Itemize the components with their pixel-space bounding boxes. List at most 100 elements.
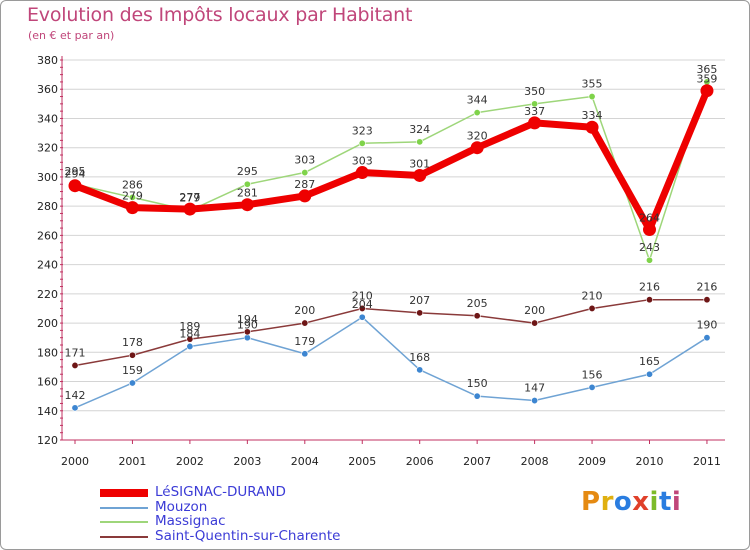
data-point-1-9 [588, 383, 596, 391]
x-tick-label-2006: 2006 [406, 455, 434, 468]
data-point-2-4 [301, 169, 309, 177]
data-label-0-3: 281 [237, 187, 258, 200]
data-label-0-11: 359 [696, 73, 717, 86]
data-point-0-6 [413, 168, 427, 182]
data-label-3-4: 200 [294, 304, 315, 317]
chart-subtitle: (en € et par an) [28, 29, 115, 42]
data-point-3-8 [531, 319, 539, 327]
data-point-0-3 [240, 198, 254, 212]
chart-title: Evolution des Impôts locaux par Habitant [27, 4, 413, 26]
y-tick-label-300: 300 [37, 171, 58, 184]
data-label-3-8: 200 [524, 304, 545, 317]
data-label-2-6: 324 [409, 123, 430, 136]
data-label-2-9: 355 [582, 78, 603, 91]
data-label-3-2: 189 [179, 320, 200, 333]
data-label-2-0: 295 [65, 165, 86, 178]
legend-label: Mouzon [155, 498, 208, 515]
x-tick-label-2010: 2010 [636, 455, 664, 468]
data-label-3-3: 194 [237, 313, 258, 326]
x-tick-label-2011: 2011 [693, 455, 721, 468]
legend-swatch [100, 535, 148, 538]
data-point-0-1 [125, 201, 139, 215]
plot-area [62, 56, 725, 440]
data-point-1-6 [416, 366, 424, 374]
y-tick-label-140: 140 [37, 405, 58, 418]
data-point-3-10 [645, 296, 653, 304]
legend-label: LéSIGNAC-DURAND [155, 484, 286, 500]
data-label-2-8: 350 [524, 85, 545, 98]
y-tick-label-380: 380 [37, 54, 58, 67]
data-label-1-5: 204 [352, 298, 373, 311]
y-tick-label-160: 160 [37, 376, 58, 389]
data-point-3-0 [71, 361, 79, 369]
data-point-1-0 [71, 404, 79, 412]
y-tick-label-200: 200 [37, 317, 58, 330]
data-point-2-8 [531, 100, 539, 108]
data-label-2-4: 303 [294, 154, 315, 167]
data-label-2-7: 344 [467, 94, 488, 107]
data-point-3-9 [588, 304, 596, 312]
data-point-0-5 [355, 166, 369, 180]
legend-swatch [100, 489, 148, 498]
data-point-0-11 [700, 84, 714, 98]
proxiti-logo: Proxiti [581, 487, 682, 517]
data-point-3-1 [128, 351, 136, 359]
data-point-2-6 [416, 138, 424, 146]
data-point-3-7 [473, 312, 481, 320]
data-label-1-3: 190 [237, 319, 258, 332]
data-label-1-0: 142 [65, 389, 86, 402]
x-tick-label-2000: 2000 [61, 455, 89, 468]
data-label-3-0: 171 [65, 346, 86, 359]
y-tick-label-180: 180 [37, 346, 58, 359]
data-label-1-7: 150 [467, 377, 488, 390]
y-tick-label-240: 240 [37, 259, 58, 272]
data-label-3-9: 210 [582, 289, 603, 302]
y-tick-label-120: 120 [37, 434, 58, 447]
series-line-1 [74, 316, 708, 409]
data-point-2-1 [128, 193, 136, 201]
x-tick-label-2009: 2009 [578, 455, 606, 468]
data-label-3-10: 216 [639, 281, 660, 294]
data-point-3-3 [243, 328, 251, 336]
data-point-2-10 [645, 256, 653, 264]
data-point-3-6 [416, 309, 424, 317]
data-label-1-6: 168 [409, 351, 430, 364]
data-point-1-4 [301, 350, 309, 358]
y-tick-label-260: 260 [37, 229, 58, 242]
data-point-1-1 [128, 379, 136, 387]
data-label-0-8: 337 [524, 105, 545, 118]
data-label-2-10: 243 [639, 241, 660, 254]
data-point-1-11 [703, 334, 711, 342]
data-label-1-2: 184 [179, 327, 200, 340]
data-label-2-5: 323 [352, 124, 373, 137]
y-tick-label-320: 320 [37, 142, 58, 155]
data-label-0-7: 320 [467, 130, 488, 143]
data-label-3-7: 205 [467, 297, 488, 310]
data-label-2-11: 365 [696, 63, 717, 76]
data-point-2-9 [588, 93, 596, 101]
data-label-0-4: 287 [294, 178, 315, 191]
data-label-1-8: 147 [524, 382, 545, 395]
data-point-0-2 [183, 202, 197, 216]
y-tick-label-340: 340 [37, 112, 58, 125]
data-point-1-10 [645, 370, 653, 378]
data-label-0-2: 277 [179, 191, 200, 204]
data-label-0-1: 279 [122, 190, 143, 203]
data-point-1-3 [243, 334, 251, 342]
legend-label: Massignac [155, 513, 226, 529]
data-point-1-8 [531, 397, 539, 405]
series-line-3 [74, 298, 708, 367]
x-tick-label-2008: 2008 [521, 455, 549, 468]
data-point-0-0 [68, 179, 82, 193]
data-point-0-7 [470, 141, 484, 155]
data-label-2-2: 279 [179, 192, 200, 205]
data-label-3-1: 178 [122, 336, 143, 349]
data-label-1-4: 179 [294, 335, 315, 348]
data-label-1-1: 159 [122, 364, 143, 377]
data-label-3-5: 210 [352, 289, 373, 302]
data-point-3-4 [301, 319, 309, 327]
data-point-2-7 [473, 109, 481, 117]
data-point-1-7 [473, 392, 481, 400]
data-label-1-11: 190 [696, 319, 717, 332]
